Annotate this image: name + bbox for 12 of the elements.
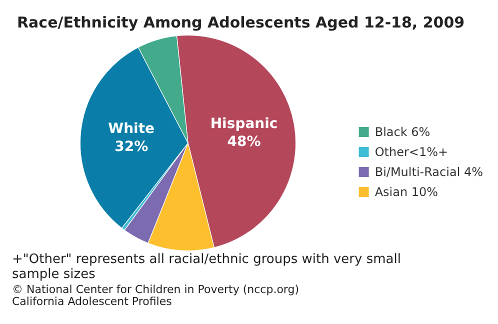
text: California Adolescent Profiles [12, 295, 172, 308]
text: © National Center for Children in Poverty (nccp.org) [12, 283, 300, 296]
chart-title: Race/Ethnicity Among Adolescents Aged 12-18, 2009 [17, 14, 465, 32]
legend-label: Other<1%+ [374, 145, 448, 159]
slice-label: White [108, 120, 155, 137]
legend-label: Bi/Multi-Racial 4% [374, 165, 483, 179]
slice-label: Hispanic [210, 116, 278, 132]
data-label: 48% [227, 134, 261, 150]
legend-label: Asian 10% [374, 185, 438, 199]
data-label: 32% [114, 138, 148, 155]
legend-label: Black 6% [374, 125, 430, 139]
text: +"Other" represents all racial/ethnic groups with very small sample sizes [12, 252, 406, 282]
